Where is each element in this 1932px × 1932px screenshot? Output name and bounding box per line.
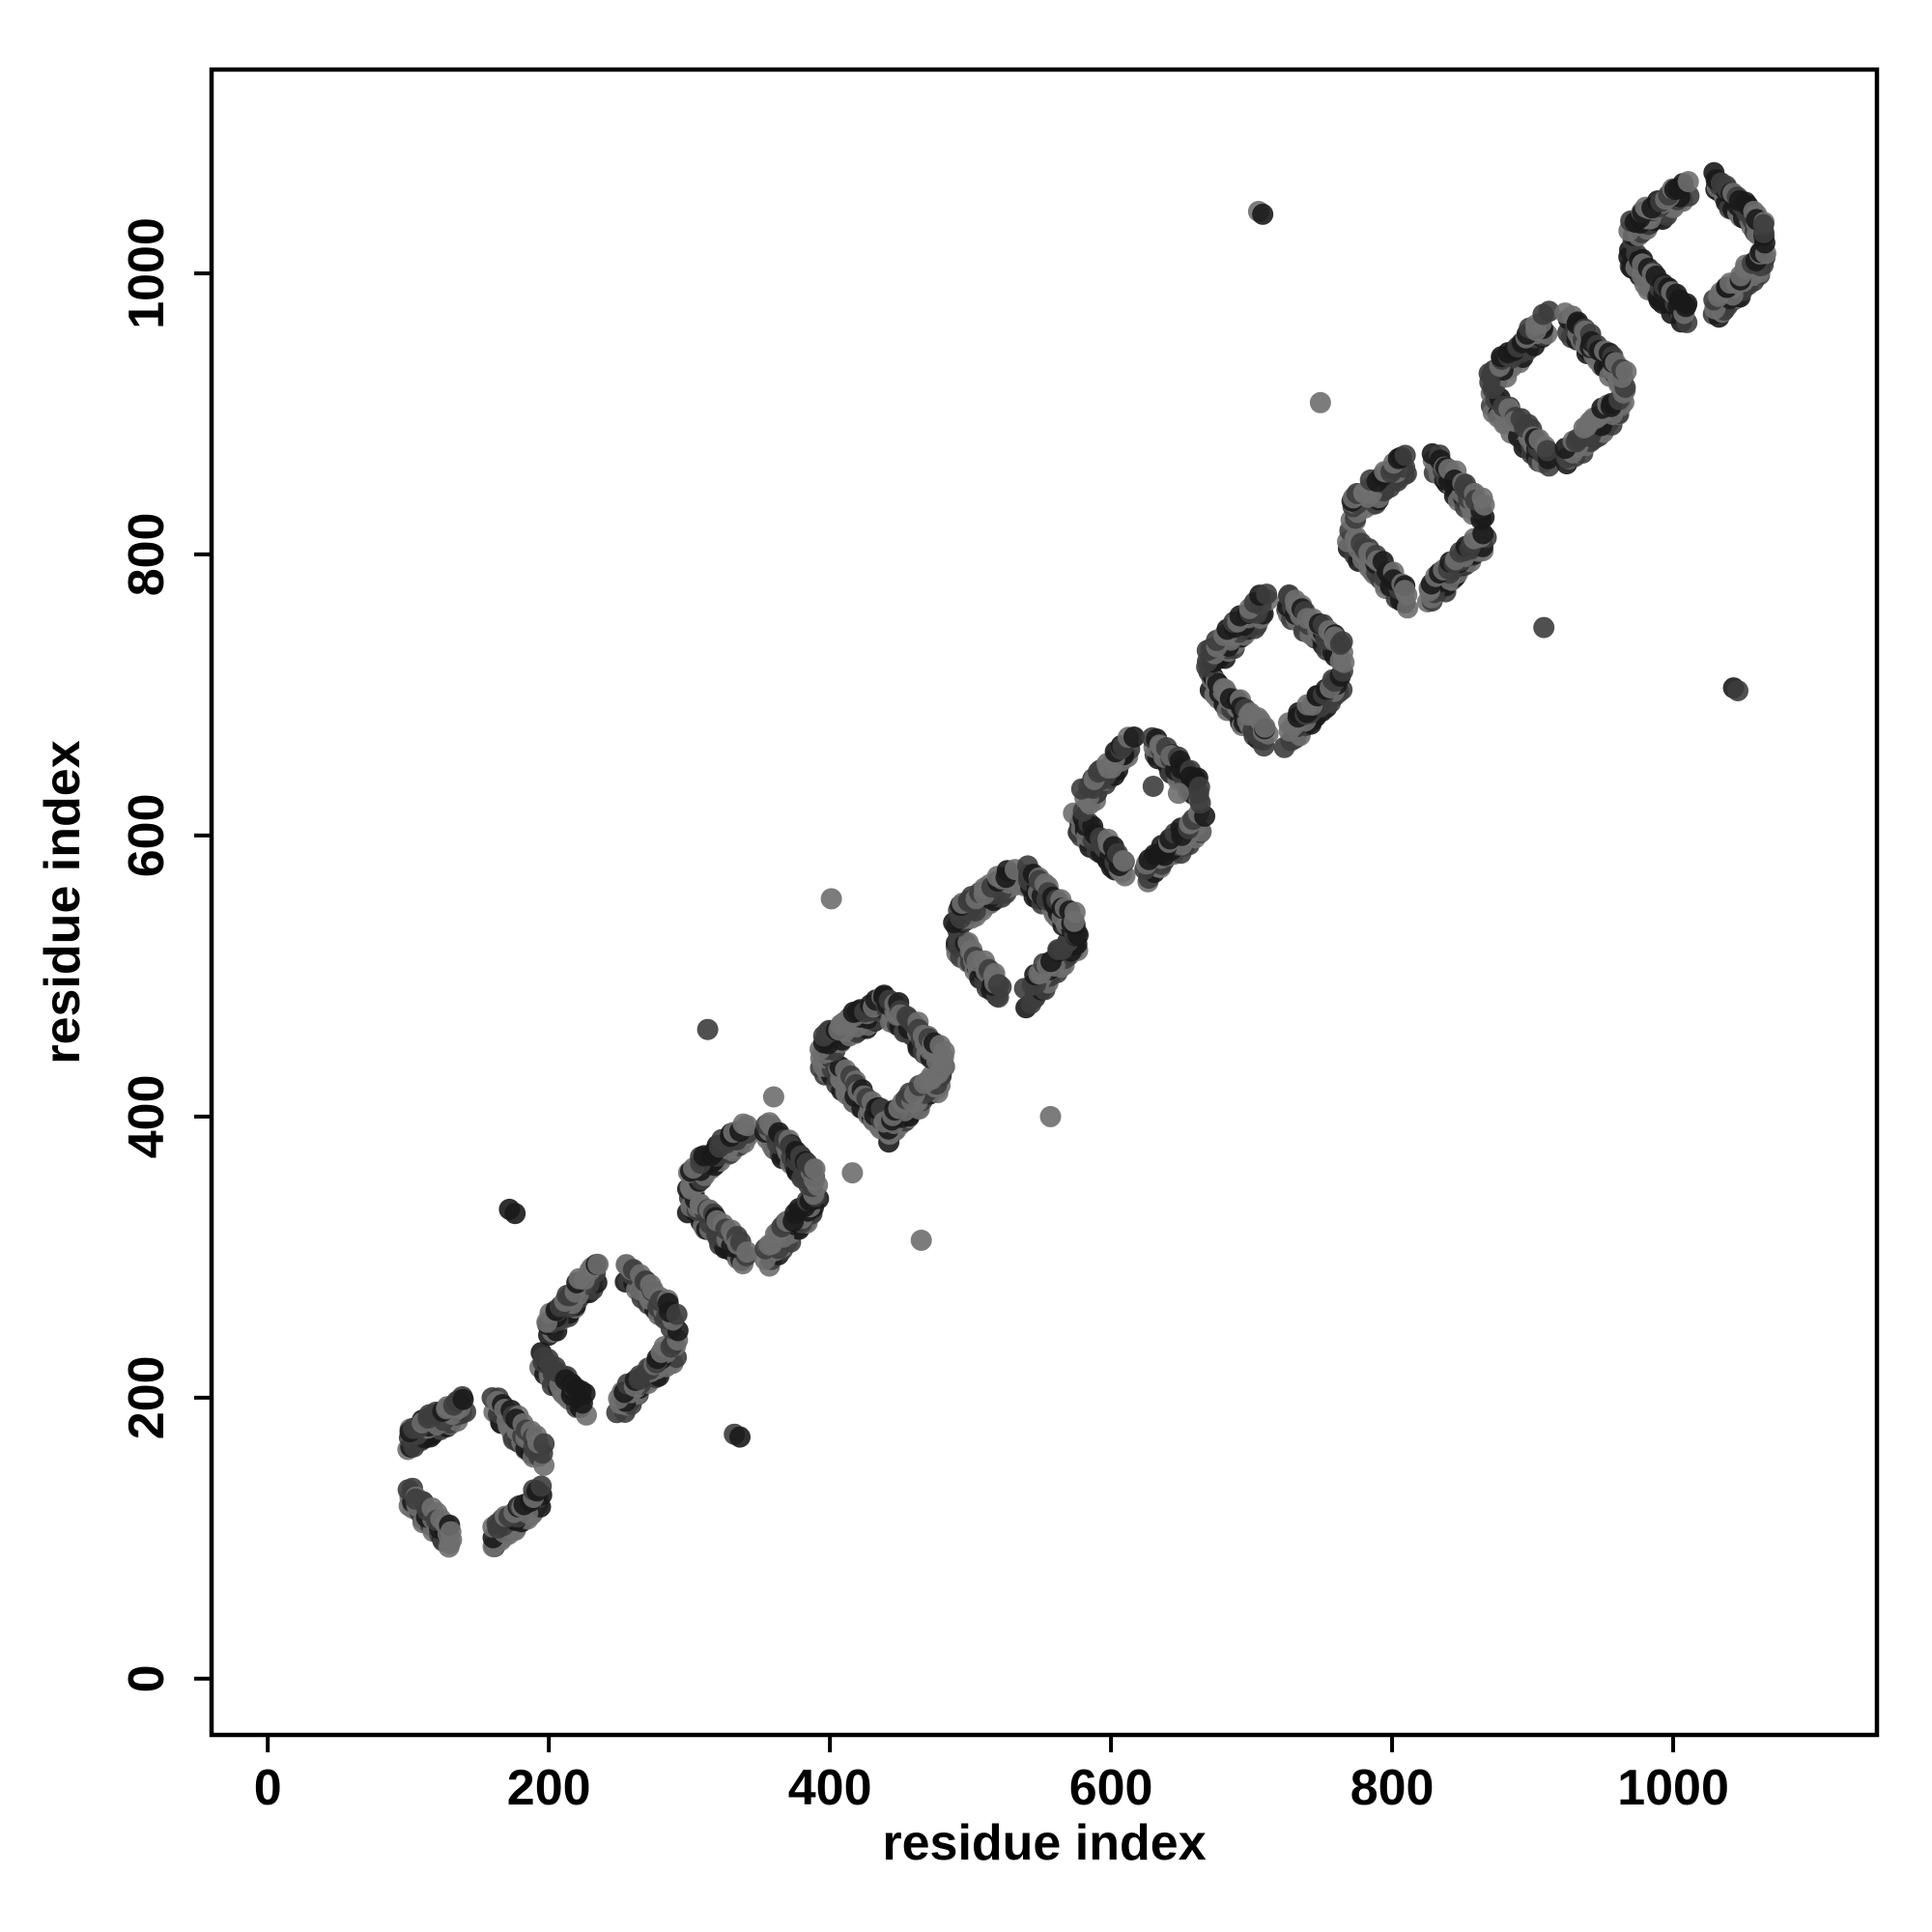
data-point [1167, 782, 1189, 805]
y-tick-label: 200 [119, 1355, 175, 1439]
x-tick-label: 200 [507, 1760, 591, 1816]
data-point [1538, 300, 1560, 323]
data-point [452, 1388, 474, 1410]
data-point [1536, 440, 1558, 462]
x-tick-label: 800 [1350, 1760, 1435, 1816]
data-point [736, 1115, 758, 1137]
data-point [440, 1520, 462, 1543]
data-point [533, 1433, 555, 1455]
data-point [1142, 776, 1164, 797]
data-point [820, 888, 842, 910]
data-point [696, 1018, 719, 1040]
y-axis-title: residue index [35, 740, 91, 1064]
data-point [1394, 580, 1416, 602]
data-point [841, 1162, 864, 1184]
data-point [574, 1382, 596, 1405]
data-point [1752, 213, 1775, 236]
x-axis: 0 200 400 600 800 1000 [254, 1735, 1729, 1816]
data-point [1727, 680, 1748, 701]
data-point [504, 1203, 526, 1225]
data-point [1615, 360, 1637, 383]
data-point [1533, 616, 1555, 639]
y-tick-label: 1000 [119, 217, 175, 329]
data-point [1394, 444, 1416, 467]
data-point [1112, 850, 1134, 871]
data-point [762, 1086, 784, 1108]
data-point [530, 1475, 553, 1497]
data-point [1473, 494, 1495, 516]
data-point [933, 1040, 955, 1063]
data-point [1254, 716, 1276, 738]
data-point [1256, 583, 1278, 606]
plot-frame [209, 67, 1880, 1738]
x-axis-title: residue index [882, 1815, 1206, 1871]
data-point [1677, 171, 1699, 192]
x-tick-label: 400 [788, 1760, 872, 1816]
y-axis: 0 200 400 600 800 1000 [119, 217, 212, 1692]
y-tick-label: 800 [119, 513, 175, 597]
data-point [1252, 203, 1274, 225]
data-point [587, 1253, 610, 1275]
data-points [397, 161, 1776, 1558]
y-tick-label: 0 [119, 1664, 175, 1692]
x-tick-label: 1000 [1617, 1760, 1729, 1816]
data-point [804, 1158, 826, 1180]
data-point [736, 1241, 758, 1264]
y-tick-label: 400 [119, 1074, 175, 1158]
x-tick-label: 0 [254, 1760, 282, 1816]
data-point [1309, 391, 1331, 413]
data-point [729, 1426, 751, 1448]
data-point [910, 1229, 932, 1251]
data-point [1329, 633, 1351, 655]
data-point [987, 974, 1009, 996]
data-point [1064, 910, 1085, 932]
data-point [1676, 293, 1698, 315]
y-tick-label: 600 [119, 794, 175, 878]
x-tick-label: 600 [1069, 1760, 1153, 1816]
data-point [1123, 726, 1145, 748]
data-point [1188, 776, 1210, 798]
data-point [666, 1303, 688, 1325]
data-point [1039, 1105, 1062, 1127]
